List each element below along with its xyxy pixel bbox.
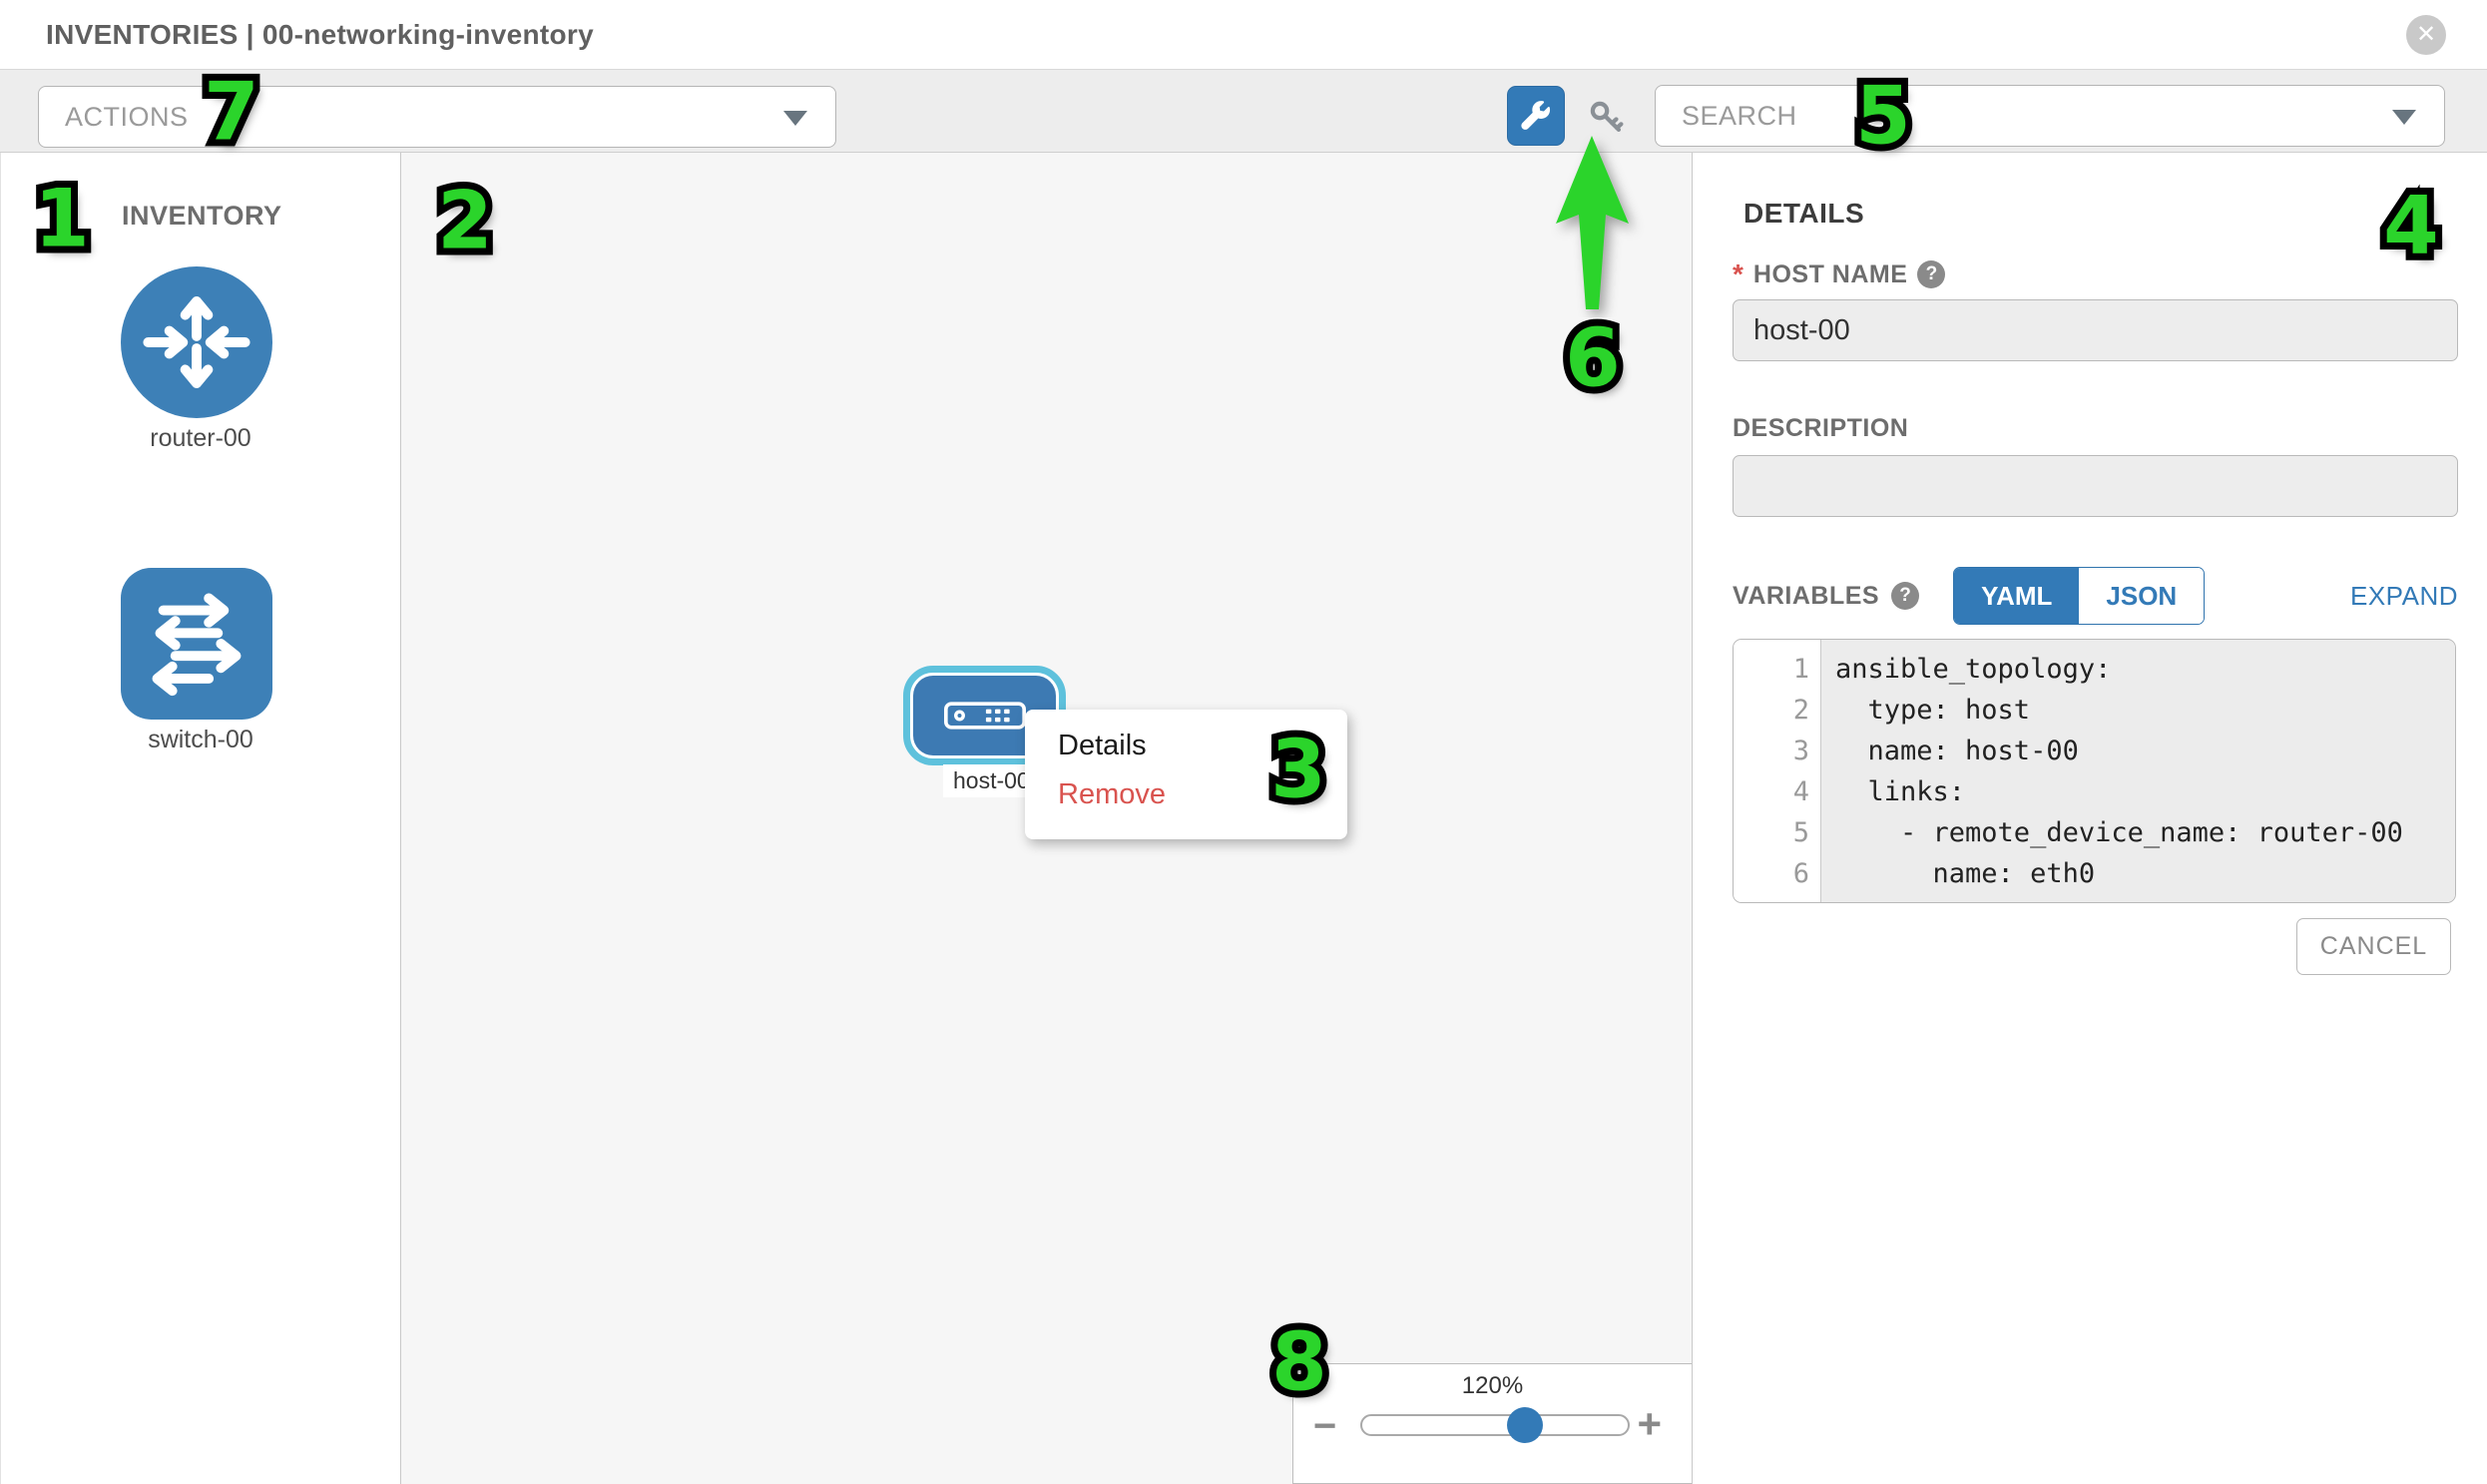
line-number: 3 xyxy=(1792,736,1809,766)
host-name-label: HOST NAME xyxy=(1752,259,1908,288)
line-number: 6 xyxy=(1792,858,1809,889)
context-menu-item-details[interactable]: Details xyxy=(1058,730,1147,761)
variables-format-toggle: YAML JSON xyxy=(1953,567,2206,625)
details-panel: DETAILS * HOST NAME ? DESCRIPTION VARIAB… xyxy=(1692,153,2487,1484)
inventory-sidebar: INVENTORY router-00 xyxy=(0,153,401,1484)
line-number: 4 xyxy=(1792,776,1809,807)
zoom-out-button[interactable]: − xyxy=(1313,1404,1337,1448)
annotation-7: 7 xyxy=(204,66,259,159)
annotation-8: 8 xyxy=(1271,1316,1327,1409)
description-label: DESCRIPTION xyxy=(1733,414,1909,442)
topology-canvas[interactable]: host-00 Details Remove 120% − + xyxy=(401,153,1692,1484)
annotation-2: 2 xyxy=(437,175,493,267)
search-dropdown[interactable]: SEARCH xyxy=(1655,85,2445,147)
code-line: - remote_device_name: router-00 xyxy=(1835,817,2403,848)
switch-icon xyxy=(121,568,280,720)
host-name-input[interactable] xyxy=(1733,299,2458,361)
tab-yaml[interactable]: YAML xyxy=(1954,568,2080,624)
code-line: remote_interface_name: eth0 xyxy=(1835,894,2455,902)
details-panel-title: DETAILS xyxy=(1743,198,1865,229)
page-title: INVENTORIES | 00-networking-inventory xyxy=(46,19,594,50)
search-dropdown-label: SEARCH xyxy=(1682,100,1797,131)
code-line: name: host-00 xyxy=(1835,736,2079,766)
zoom-control: 120% − + xyxy=(1292,1363,1692,1484)
editor-code-area[interactable]: ansible_topology: type: host name: host-… xyxy=(1821,640,2455,902)
cancel-button[interactable]: CANCEL xyxy=(2296,918,2451,975)
zoom-level-value: 120% xyxy=(1461,1372,1524,1399)
palette-item-label: switch-00 xyxy=(148,726,253,753)
palette-item-router[interactable]: router-00 xyxy=(121,266,280,453)
context-menu-item-remove[interactable]: Remove xyxy=(1058,778,1166,810)
variables-label: VARIABLES xyxy=(1733,581,1880,610)
palette-item-switch[interactable]: switch-00 xyxy=(121,568,280,754)
annotation-6: 6 xyxy=(1565,312,1621,405)
zoom-slider-track[interactable] xyxy=(1360,1407,1630,1443)
code-line: type: host xyxy=(1835,695,2031,726)
zoom-slider-handle[interactable] xyxy=(1507,1407,1543,1443)
actions-dropdown-label: ACTIONS xyxy=(65,101,189,132)
description-input[interactable] xyxy=(1733,455,2458,517)
code-line: links: xyxy=(1835,776,1966,807)
code-line: ansible_topology: xyxy=(1835,654,2112,685)
chevron-down-icon xyxy=(2392,110,2416,125)
host-icon xyxy=(943,702,1026,730)
host-node-label: host-00 xyxy=(943,764,1040,797)
key-button[interactable] xyxy=(1581,92,1631,142)
actions-dropdown[interactable]: ACTIONS xyxy=(38,86,836,148)
chevron-down-icon xyxy=(783,111,807,126)
line-number: 2 xyxy=(1792,695,1809,726)
tab-json[interactable]: JSON xyxy=(2079,568,2205,624)
annotation-3: 3 xyxy=(1270,724,1326,816)
line-number: 5 xyxy=(1792,817,1809,848)
help-icon[interactable]: ? xyxy=(1891,582,1920,610)
zoom-in-button[interactable]: + xyxy=(1637,1400,1662,1447)
required-asterisk: * xyxy=(1733,258,1743,289)
annotation-1: 1 xyxy=(34,173,90,265)
tools-wrench-button[interactable] xyxy=(1507,86,1565,146)
annotation-arrow-up xyxy=(1556,136,1629,309)
wrench-icon xyxy=(1519,99,1553,133)
line-number: 7 xyxy=(1734,894,1820,902)
annotation-5: 5 xyxy=(1855,70,1911,163)
header-bar: INVENTORIES | 00-networking-inventory ✕ xyxy=(0,0,2487,70)
variables-editor[interactable]: 1 2 3 4 5 6 7 ansible_topology: type: ho… xyxy=(1733,639,2456,903)
toolbar: ACTIONS SEARCH xyxy=(0,70,2487,153)
line-number: 1 xyxy=(1792,654,1809,685)
help-icon[interactable]: ? xyxy=(1917,260,1946,288)
palette-item-label: router-00 xyxy=(150,424,251,452)
code-line: name: eth0 xyxy=(1835,858,2096,889)
router-icon xyxy=(121,266,280,418)
annotation-4: 4 xyxy=(2383,180,2439,272)
editor-line-numbers: 1 2 3 4 5 6 7 xyxy=(1734,640,1821,902)
key-icon xyxy=(1585,96,1627,138)
inventory-sidebar-title: INVENTORY xyxy=(122,201,282,231)
expand-link[interactable]: EXPAND xyxy=(2350,580,2458,611)
close-icon[interactable]: ✕ xyxy=(2406,15,2446,55)
